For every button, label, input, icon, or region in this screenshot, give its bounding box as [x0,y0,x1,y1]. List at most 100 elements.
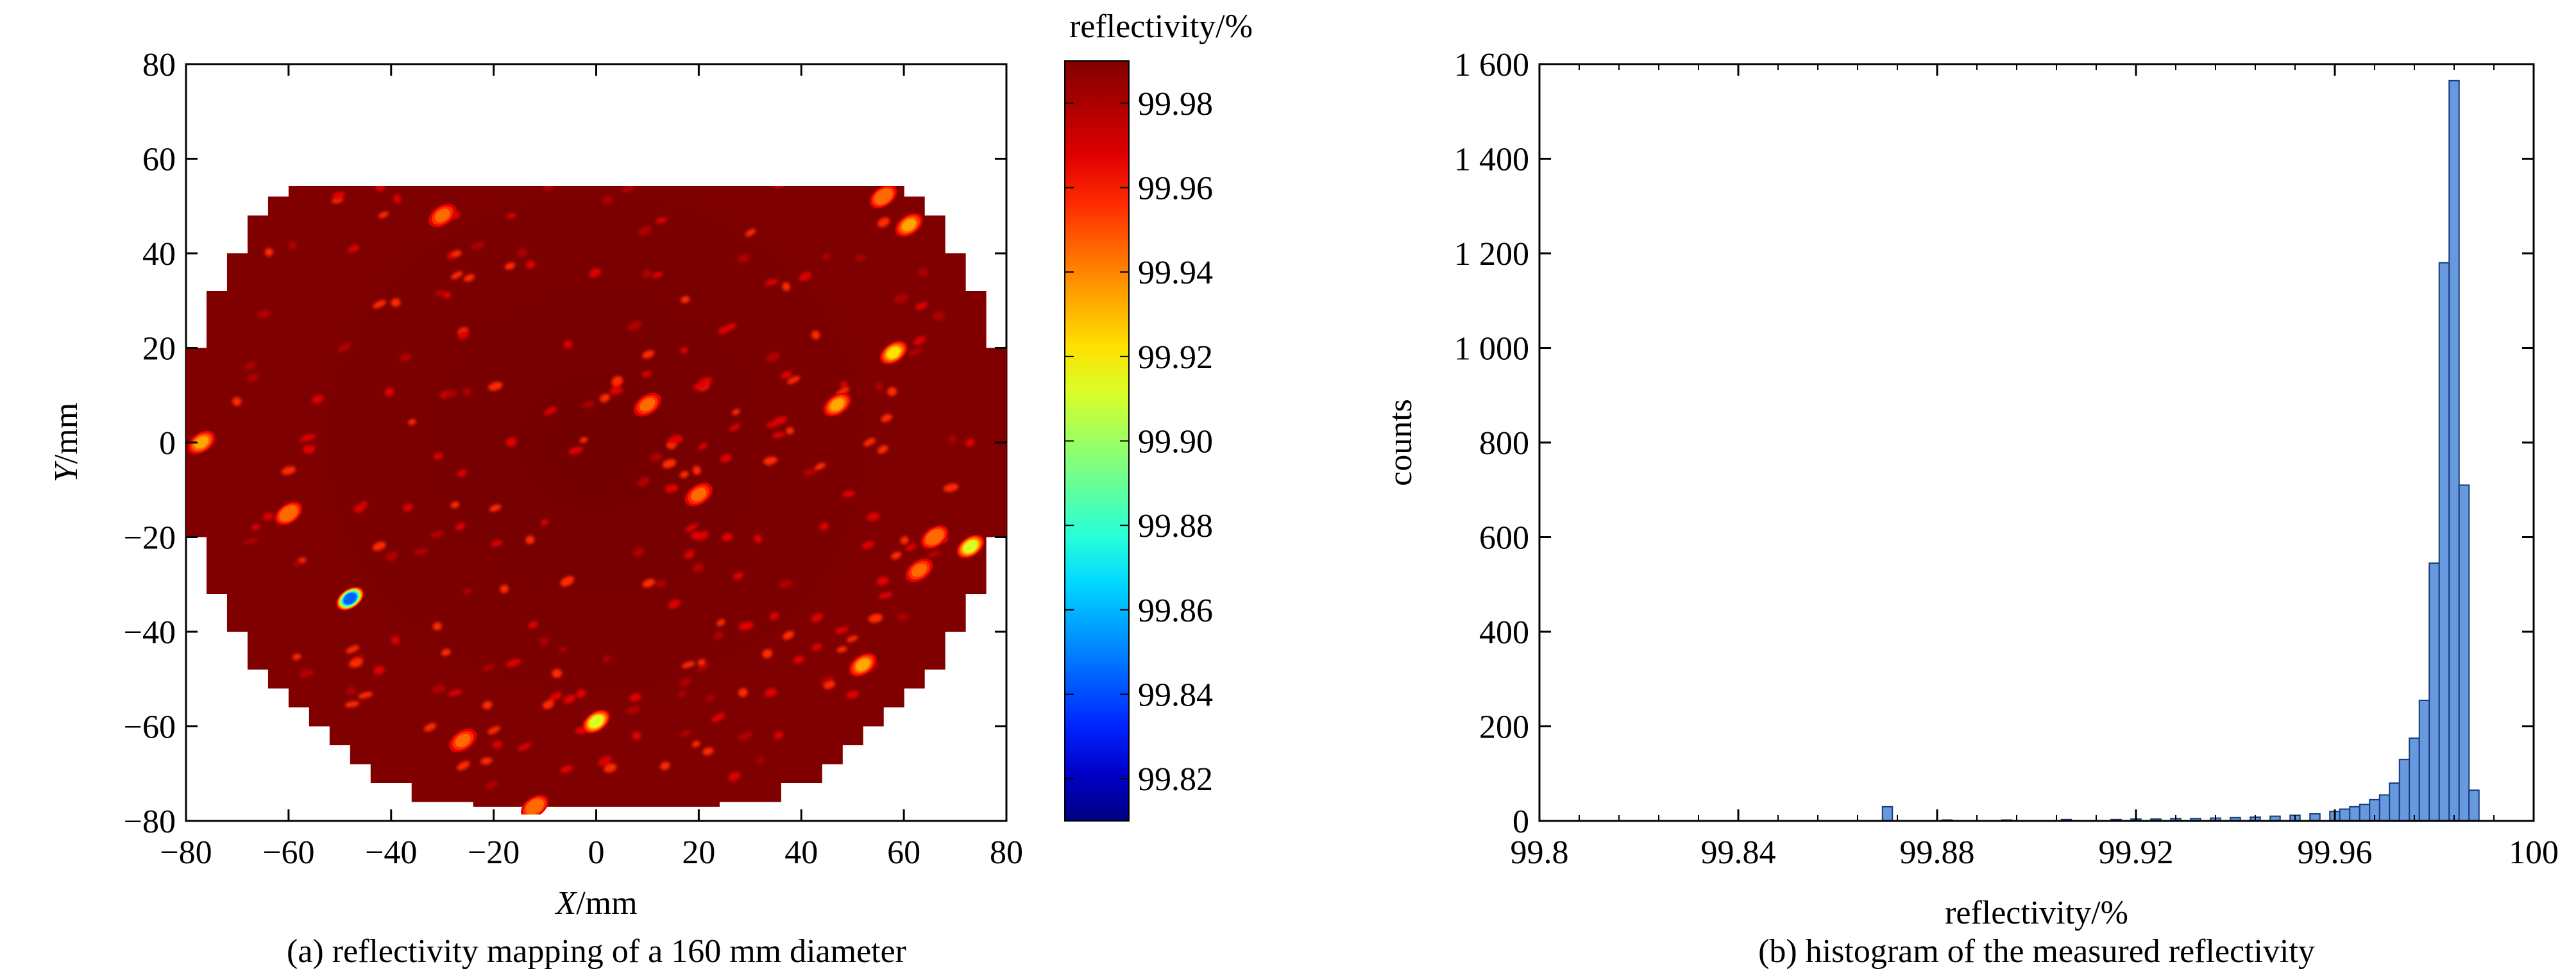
colorbar-tick-label: 99.84 [1138,677,1213,714]
map-speckle [656,580,667,587]
histogram-bar [1881,806,1894,822]
map-speckle [302,434,316,441]
map-speckle [846,636,858,643]
defect-ring [964,541,977,552]
map-speckle [716,619,725,627]
histogram-bar [2309,813,2321,822]
map-speckle [772,432,785,438]
histogram-bar [2378,794,2391,822]
defect-ring [527,800,542,813]
histogram-bar [2398,759,2411,822]
histogram-bar [2389,782,2400,822]
defect-ring [856,658,870,671]
map-speckle [563,340,573,349]
map-speckle [627,320,642,331]
map-speckle [706,695,715,702]
defect-ring [455,734,471,748]
map-speckle [539,637,548,646]
map-speckle [875,382,883,391]
map-speckle [485,781,498,790]
map-speckle [375,186,386,192]
hist-y-tick-label: 1 200 [1454,236,1529,273]
map-speckle [822,253,831,260]
map-speckle [876,577,889,586]
map-speckle [711,713,725,722]
map-speckle [652,272,663,278]
colorbar-tick-label: 99.86 [1138,593,1213,629]
map-speckle [642,578,656,587]
map-speckle [582,401,595,408]
map-y-label: Y/mm [48,403,85,482]
caption-a: (a) reflectivity mapping of a 160 mm dia… [287,933,906,970]
map-speckle [638,477,650,487]
map-speckle [908,348,923,357]
histogram-bar [2428,562,2440,822]
map-speckle [720,454,732,462]
map-speckle [393,194,402,203]
map-speckle [265,248,273,257]
map-speckle [786,376,801,384]
map-speckle [697,659,706,666]
map-speckle [900,536,909,545]
map-speckle [243,537,258,545]
map-speckle [455,523,466,530]
map-speckle [842,491,855,498]
map-speckle [754,534,763,543]
map-speckle [560,576,575,587]
defect-spot [879,341,908,365]
hist-y-label: counts [1382,399,1419,486]
map-speckle [811,613,824,623]
defect-ring [194,436,208,449]
map-speckle [665,484,676,493]
hist-axes: 99.8 99.84 99.88 99.92 99.96 100 0 200 400 600 800… [1454,47,2559,871]
hist-x-tick-label: 99.8 [1511,834,1569,871]
map-speckle [713,631,724,639]
map-speckle [263,512,273,521]
map-speckle [793,655,804,664]
map-speckle [391,636,400,645]
map-speckle [802,468,818,477]
map-speckle [897,612,908,621]
map-x-tick-label: 60 [887,834,920,871]
defect-spot [449,729,477,753]
map-speckle [863,437,876,446]
histogram-bar [2359,804,2371,822]
defect-spot [633,393,661,417]
map-speckle [598,756,612,766]
map-speckle [349,658,363,668]
map-speckle [443,291,451,299]
map-speckle [288,241,297,250]
defect-ring [434,208,450,223]
map-speckle [679,678,692,686]
map-speckle [783,630,795,640]
map-speckle [770,612,779,620]
map-speckle [609,387,623,395]
map-speckle [881,414,892,422]
map-speckle [552,669,563,679]
map-speckle [450,502,459,509]
defect-ring [911,563,928,577]
map-speckle [443,390,458,398]
map-speckle [244,362,257,370]
map-speckle [680,471,689,478]
map-speckle [480,757,493,764]
map-speckle [763,456,778,465]
map-speckle [448,689,462,696]
map-speckle [500,584,509,593]
hist-x-label: reflectivity/% [1945,895,2128,931]
colorbar-bar [1064,60,1130,822]
defect-ring [902,219,917,232]
panel-a: −80 −60 −40 −20 0 20 40 60 80 −80 −60 −40 −20 0 20 40 60… [48,8,1253,970]
map-speckle [505,437,517,447]
map-speckle [312,394,324,403]
map-speckle [602,655,611,663]
map-speckle [642,350,655,359]
map-speckle [824,681,835,689]
map-speckle [756,757,765,764]
histogram-bar [2409,737,2420,822]
map-speckle [611,376,623,386]
defect-ring [886,346,901,359]
map-speckle [877,445,888,454]
map-y-tick-label: −40 [124,614,176,651]
